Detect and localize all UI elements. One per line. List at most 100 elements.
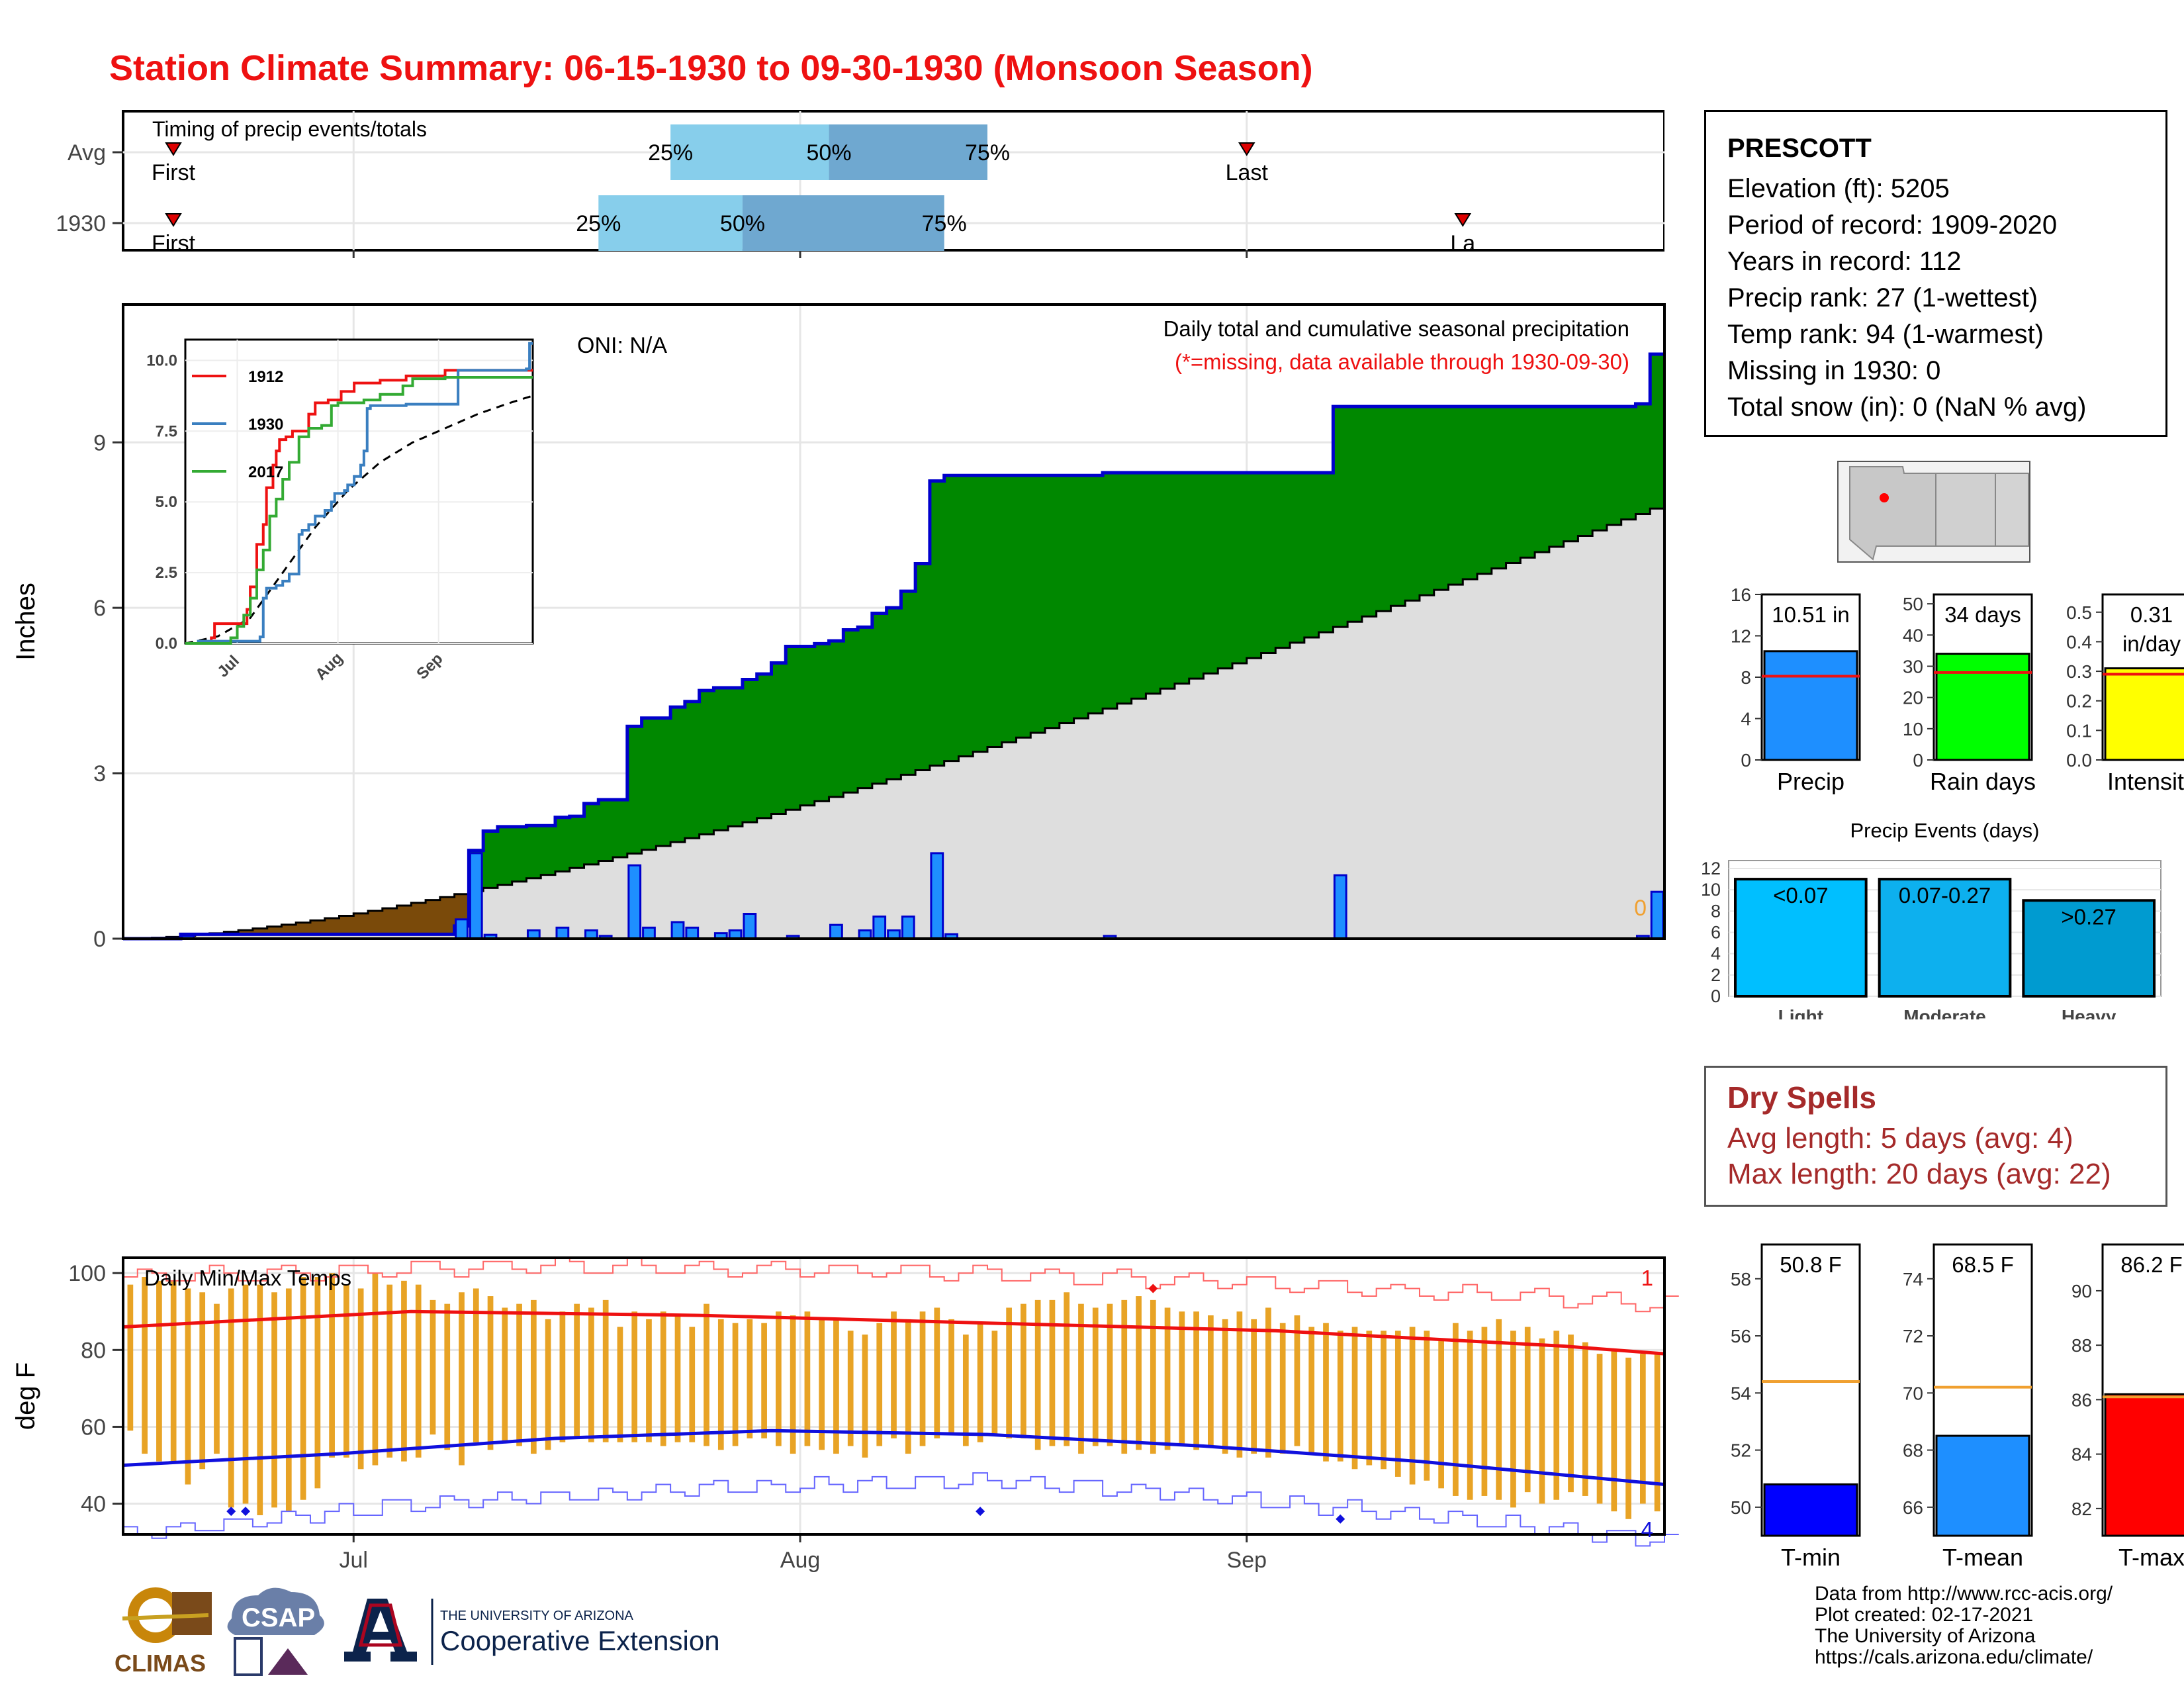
precip-ytick-label: 6 <box>93 596 106 621</box>
station-location-marker <box>1880 493 1889 502</box>
daily-temp-bar <box>819 1319 825 1450</box>
timing-quartile-label: 50% <box>807 140 852 165</box>
events-bar <box>1734 878 1868 998</box>
timing-q50-q75-bar <box>742 195 944 251</box>
daily-temp-bar <box>1294 1315 1300 1446</box>
daily-temp-bar <box>300 1277 306 1500</box>
daily-temp-bar <box>1496 1319 1502 1500</box>
oni-label: ONI: N/A <box>577 333 667 358</box>
dry-spells-panel: Dry Spells Avg length: 5 days (avg: 4) M… <box>1704 1066 2167 1207</box>
daily-temp-bar <box>1251 1319 1257 1454</box>
inset-legend-label: 1912 <box>248 368 283 386</box>
tempsum-value-bar <box>2104 1393 2184 1537</box>
summary-value-unit: in/day <box>2122 632 2181 656</box>
csap-logo-text: CSAP <box>242 1603 315 1632</box>
daily-temp-bar <box>415 1284 422 1458</box>
daily-precip-bar <box>829 923 843 940</box>
summary-ytick-label: 0.5 <box>2066 602 2092 623</box>
daily-temp-bar <box>1193 1311 1199 1450</box>
tempsum-ytick-label: 52 <box>1731 1440 1751 1461</box>
daily-temp-bar <box>1639 1354 1646 1504</box>
summary-ytick-label: 20 <box>1903 688 1923 708</box>
temp-chart: 40 60 80 100 Jul Aug Sep Daily Min/Max Temps 1 4 d… <box>11 1256 1679 1573</box>
daily-temp-bar <box>1279 1323 1286 1454</box>
daily-temp-bar <box>1409 1327 1416 1485</box>
events-value-label: 0.07-0.27 <box>1899 883 1991 908</box>
tempsum-category-label: T-mean <box>1942 1544 2023 1569</box>
daily-temp-bar <box>1394 1331 1401 1477</box>
events-ytick-label: 6 <box>1711 923 1721 943</box>
record-high-count: 1 <box>1641 1266 1653 1290</box>
summary-ytick-label: 0.2 <box>2066 691 2092 712</box>
summary-ytick-label: 40 <box>1903 625 1923 645</box>
last-event-marker <box>1454 213 1472 227</box>
summary-ytick-label: 0.1 <box>2066 720 2092 741</box>
record-high-marker <box>1148 1284 1158 1293</box>
inset-ytick-label: 0.0 <box>156 635 177 653</box>
inset-legend-label: 2017 <box>248 463 283 481</box>
inset-ytick-label: 7.5 <box>156 422 177 440</box>
inset-frame <box>184 338 534 645</box>
tempsum-ytick-label: 88 <box>2071 1335 2092 1356</box>
daily-temp-bar <box>559 1311 566 1442</box>
daily-temp-bar <box>674 1315 681 1442</box>
inset-legend-label: 1930 <box>248 416 283 434</box>
daily-temp-bar <box>588 1307 594 1442</box>
daily-temp-bar <box>1323 1323 1329 1462</box>
events-title: Precip Events (days) <box>1850 819 2040 842</box>
daily-temp-bar <box>387 1284 393 1458</box>
station-years: Years in record: 112 <box>1727 247 1962 276</box>
tempsum-value-bar <box>1763 1483 1858 1537</box>
inset-series-line <box>185 376 533 645</box>
daily-temp-bar <box>516 1303 522 1446</box>
daily-temp-bar <box>1654 1354 1661 1512</box>
tempsum-value-label: 68.5 F <box>1952 1252 2014 1277</box>
daily-temp-bar <box>1467 1331 1473 1500</box>
station-precip-rank: Precip rank: 27 (1-wettest) <box>1727 283 2038 312</box>
daily-temp-bar <box>1049 1299 1056 1446</box>
timing-quartile-label: 75% <box>922 211 967 236</box>
daily-temp-bar <box>704 1303 709 1446</box>
daily-temp-bar <box>732 1323 739 1446</box>
station-name: PRESCOTT <box>1727 134 1872 163</box>
daily-temp-bar <box>905 1319 911 1454</box>
precip-annotation: Daily total and cumulative seasonal prec… <box>1163 316 1629 341</box>
tempsum-category-label: T-min <box>1781 1544 1841 1569</box>
daily-temp-bar <box>1337 1331 1343 1462</box>
timing-row-label: Avg <box>68 140 106 165</box>
daily-temp-bar <box>1625 1357 1631 1519</box>
precip-ytick-label: 0 <box>93 927 106 952</box>
observed-cumulative-line <box>123 352 1664 941</box>
locator-map <box>1837 461 2030 563</box>
ua-small-text: THE UNIVERSITY OF ARIZONA <box>440 1609 634 1623</box>
credit-university: The University of Arizona <box>1815 1625 2036 1647</box>
timing-quartile-label: 50% <box>720 211 765 236</box>
inset-ytick-label: 5.0 <box>156 493 177 511</box>
daily-temp-bar <box>1034 1299 1041 1450</box>
tempsum-ytick-label: 54 <box>1731 1383 1751 1403</box>
summary-ytick-label: 0.0 <box>2066 750 2092 771</box>
record-high-line <box>123 1257 1679 1313</box>
timing-q25-q50-bar <box>670 124 829 180</box>
daily-temp-bar <box>977 1323 983 1442</box>
daily-temp-bar <box>1164 1307 1171 1450</box>
temp-ytick-label: 80 <box>81 1338 106 1363</box>
daily-temp-bar <box>271 1292 277 1508</box>
daily-temp-bar <box>1524 1327 1531 1493</box>
daily-temp-bar <box>1006 1307 1012 1438</box>
daily-temp-bar <box>689 1327 696 1442</box>
events-category-label: Light <box>1778 1006 1823 1019</box>
summary-ytick-label: 0 <box>1913 750 1923 771</box>
summary-ytick-label: 0.3 <box>2066 661 2092 682</box>
daily-temp-bar <box>459 1292 465 1466</box>
precip-ylabel: Inches <box>11 583 40 661</box>
precip-ytick-label: 3 <box>93 761 106 786</box>
daily-temp-bar <box>545 1319 551 1450</box>
credit-url: https://cals.arizona.edu/climate/ <box>1815 1646 2093 1668</box>
daily-temp-bar <box>602 1299 609 1442</box>
tempsum-ytick-label: 68 <box>1903 1440 1923 1461</box>
daily-precip-bar <box>901 915 915 940</box>
precip-frame <box>122 303 1666 940</box>
daily-temp-bar <box>962 1335 969 1446</box>
tempsum-ytick-label: 74 <box>1903 1269 1923 1289</box>
